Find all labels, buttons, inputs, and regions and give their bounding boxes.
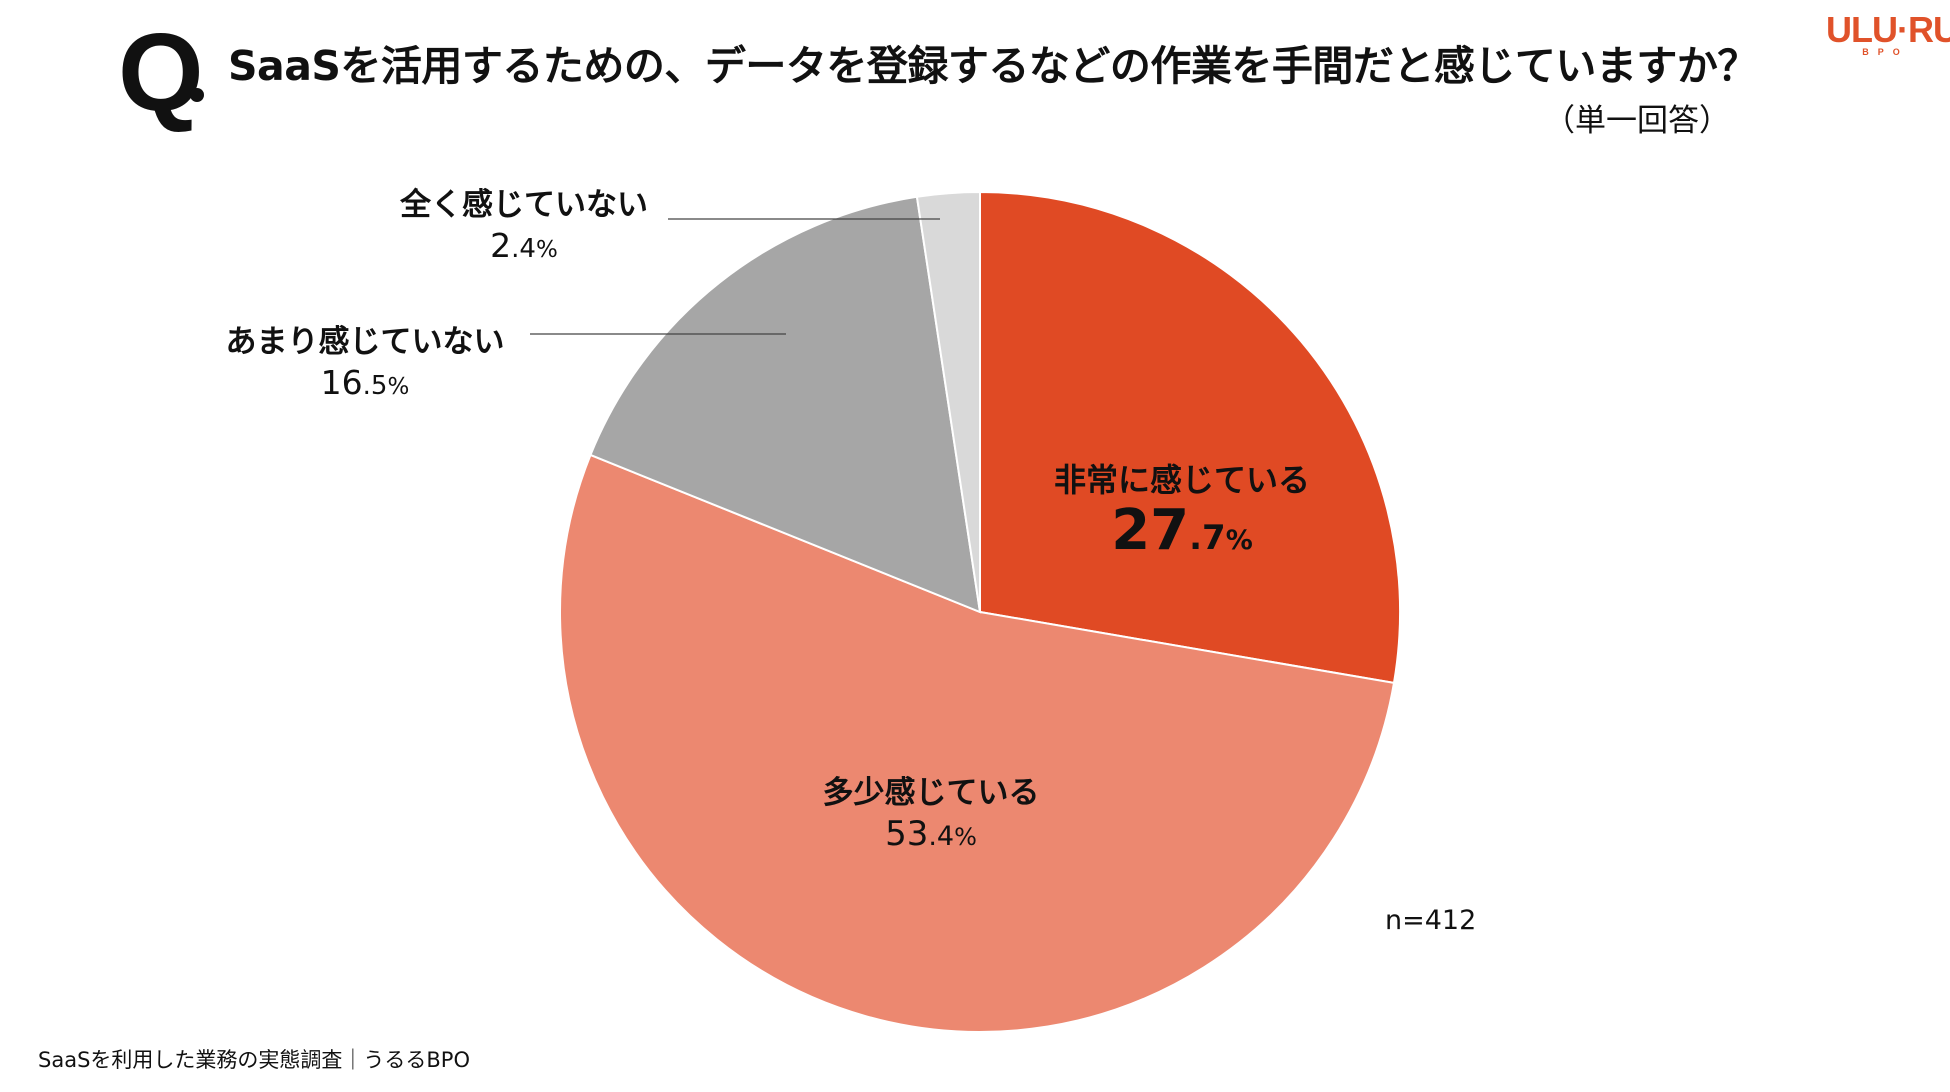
answer-type-note: （単一回答）: [1544, 103, 1730, 139]
question-title: SaaSを活用するための、データを登録するなどの作業を手間だと感じていますか？: [228, 42, 1758, 90]
pie-slice-2: [589, 195, 982, 614]
question-marker-dot: [190, 88, 204, 102]
value-int: 27: [1111, 498, 1189, 563]
pie-slice-3: [915, 190, 981, 613]
slice-value-none: 2.4%: [490, 226, 558, 265]
value-dec: .5: [363, 371, 388, 401]
slice-label-none: 全く感じていない: [399, 187, 648, 223]
pie-slice-1: [559, 453, 1396, 1033]
pie-slices: [559, 190, 1401, 1033]
slice-label-very: 非常に感じている: [1054, 461, 1310, 499]
value-pct: %: [954, 823, 977, 851]
value-dec: .4: [928, 821, 954, 852]
slice-value-very: 27.7%: [1111, 498, 1253, 563]
value-pct: %: [536, 237, 558, 263]
slice-value-somewhat: 53.4%: [885, 814, 977, 854]
value-dec: .4: [511, 234, 536, 264]
slice-label-little: あまり感じていない: [226, 324, 505, 360]
sample-size: n=412: [1385, 905, 1476, 936]
value-dec: .7: [1189, 518, 1226, 558]
value-int: 53: [885, 814, 928, 854]
pie-slice-0: [979, 190, 1401, 685]
slice-label-somewhat: 多少感じている: [823, 775, 1040, 811]
logo-subtext: BPO: [1862, 47, 1909, 57]
value-pct: %: [1226, 525, 1253, 556]
question-marker: Q: [118, 11, 204, 134]
value-pct: %: [387, 374, 409, 400]
slice-value-little: 16.5%: [321, 363, 410, 402]
brand-logo: ULU·RU BPO: [1826, 9, 1950, 58]
logo-wordmark: ULU·RU: [1826, 9, 1950, 50]
source-footer: SaaSを利用した業務の実態調査｜うるるBPO: [38, 1048, 470, 1072]
value-int: 2: [490, 226, 511, 265]
value-int: 16: [321, 363, 363, 402]
